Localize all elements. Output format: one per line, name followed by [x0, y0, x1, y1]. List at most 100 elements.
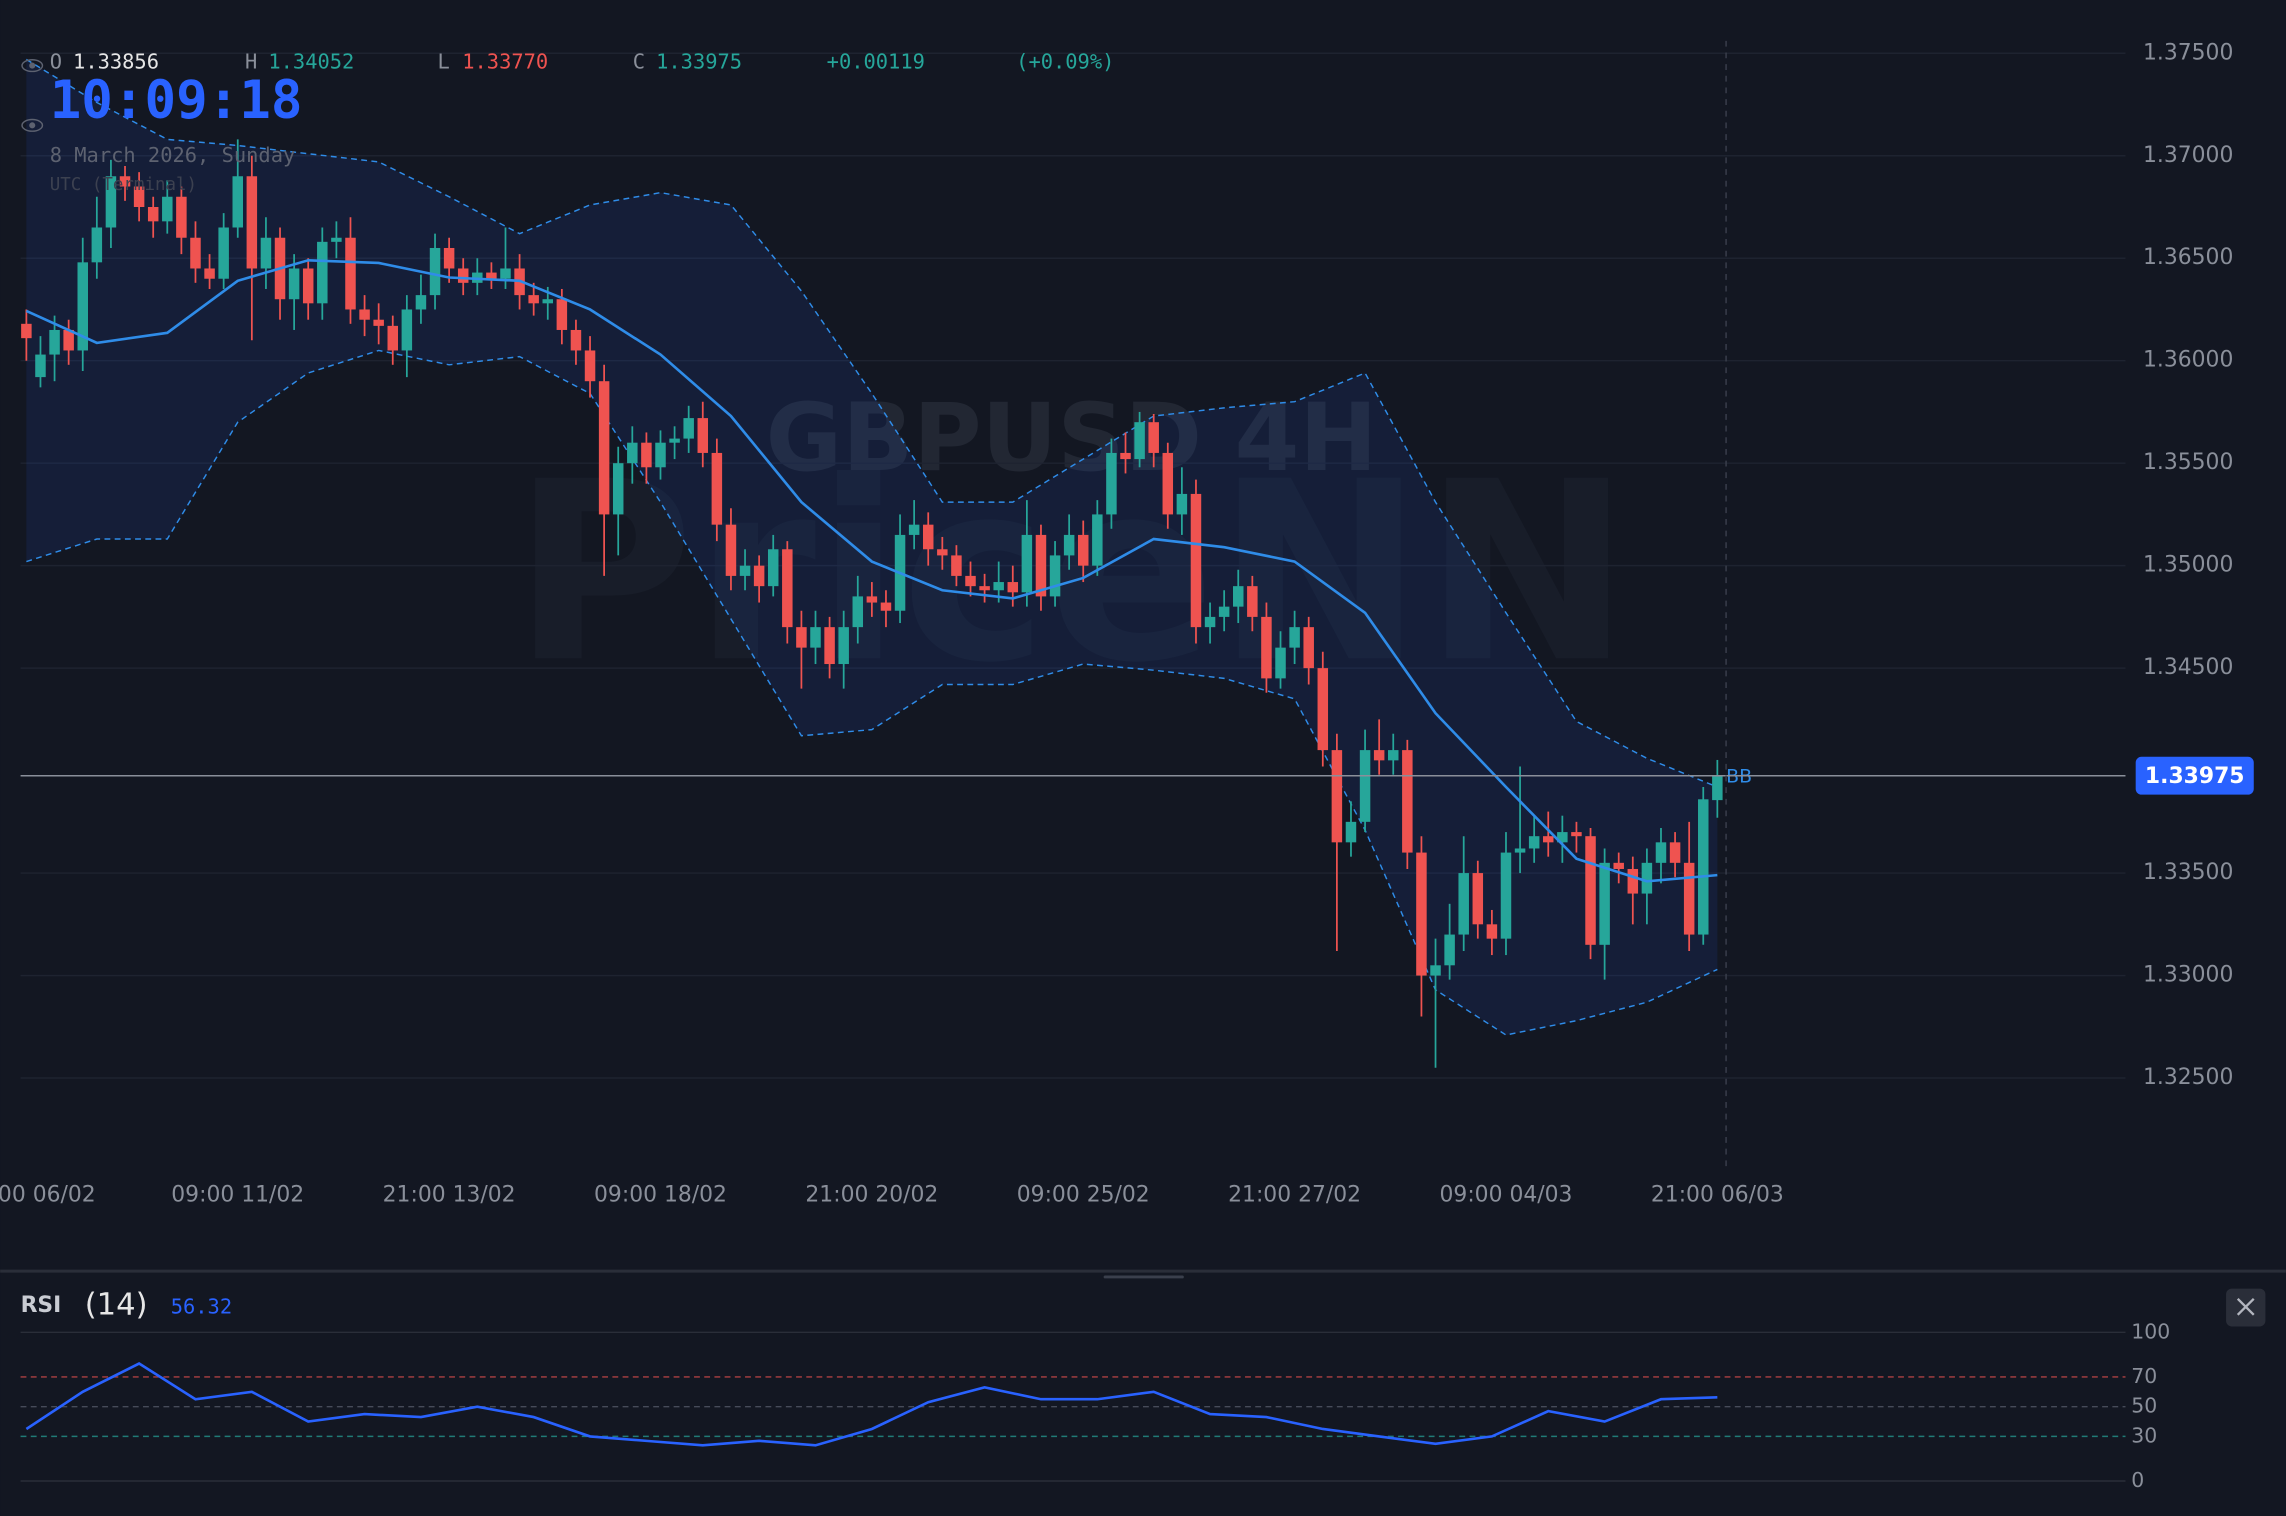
bb-legend: BB [1726, 766, 1752, 788]
x-tick-label: 09:00 25/02 [1017, 1182, 1150, 1207]
candle-body [1402, 750, 1413, 853]
candle-body [1275, 647, 1286, 679]
candle-body [190, 237, 201, 269]
x-tick-label: 00 06/02 [0, 1182, 96, 1207]
candle-body [1106, 452, 1117, 515]
candle-body [908, 524, 920, 535]
x-tick-label: 09:00 18/02 [594, 1182, 727, 1207]
candle-body [739, 565, 751, 576]
candle-body [1683, 862, 1695, 935]
close-value: 1.33975 [656, 50, 742, 74]
candle-body [302, 268, 314, 304]
candle-body [1585, 836, 1596, 945]
candle-body [204, 268, 215, 279]
main-pane: 1.37500 1.37000 1.36500 1.36000 1.35500 1.350… [0, 40, 2254, 1207]
clock-date: 8 March 2026, Sunday [50, 143, 296, 167]
y-tick-label: 1.33000 [2143, 963, 2233, 988]
change-pct: (+0.09%) [1016, 50, 1114, 74]
candle-body [35, 354, 46, 378]
x-tick-label: 09:00 04/03 [1440, 1182, 1573, 1207]
eye-icon[interactable] [21, 118, 44, 132]
candle-body [218, 227, 229, 279]
candle-body [1331, 750, 1343, 843]
candle-body [1317, 668, 1329, 751]
y-tick-label: 1.37000 [2143, 143, 2233, 168]
high-value: 1.34052 [268, 50, 354, 74]
candle-body [1289, 627, 1300, 648]
candle-body [162, 196, 173, 222]
candle-body [683, 418, 694, 439]
candle-body [1655, 842, 1667, 863]
x-tick-label: 09:00 11/02 [171, 1182, 304, 1207]
candle-body [1035, 534, 1047, 597]
candle-body [1232, 586, 1244, 607]
candle-body [359, 309, 370, 320]
candle-body [331, 237, 342, 242]
candle-body [810, 627, 821, 648]
candle-body [1007, 582, 1019, 593]
candle-body [147, 206, 159, 222]
candle-body [1698, 799, 1709, 935]
clock-timezone: UTC (Terminal) [50, 175, 197, 195]
resize-handle[interactable] [1103, 1275, 1184, 1279]
candle-body [1712, 775, 1723, 801]
candle-body [246, 176, 258, 269]
bb-basis [25, 258, 1718, 883]
candle-body [1373, 750, 1385, 761]
candle-body [796, 627, 807, 648]
candle-body [63, 329, 74, 351]
candle-body [753, 565, 765, 587]
candle-body [1514, 848, 1526, 853]
candle-body [993, 582, 1004, 591]
candle-body [1063, 534, 1075, 556]
y-tick-label: 1.33500 [2143, 860, 2233, 885]
candle-body [852, 596, 864, 628]
candle-body [782, 549, 793, 628]
candle-body [880, 602, 892, 611]
candle-body [1458, 873, 1469, 935]
candle-body [91, 227, 103, 263]
eye-icon[interactable] [21, 59, 44, 73]
candle-body [1528, 836, 1540, 849]
candle-body [415, 295, 427, 310]
y-tick-label: 30 [2131, 1423, 2157, 1447]
y-tick-label: 100 [2131, 1319, 2170, 1343]
candle-body [1190, 493, 1202, 628]
candle-body [1557, 832, 1568, 843]
candle-body [711, 452, 723, 525]
candle-body [21, 323, 32, 339]
low-label: L [437, 50, 449, 74]
candle-body [655, 442, 666, 468]
close-button[interactable] [2226, 1288, 2266, 1327]
candle-body [401, 309, 413, 351]
y-tick-label: 1.34500 [2143, 655, 2233, 680]
candle-body [1134, 422, 1145, 460]
candle-body [570, 329, 582, 351]
candle-body [725, 524, 737, 576]
candle-body [119, 176, 131, 187]
candle-body [1669, 842, 1681, 863]
x-tick-label: 21:00 27/02 [1228, 1182, 1361, 1207]
candle-body [260, 237, 272, 269]
x-tick-label: 21:00 06/03 [1651, 1182, 1784, 1207]
candle-body [1500, 852, 1512, 939]
candle-body [965, 575, 976, 587]
candle-body [1359, 750, 1371, 822]
open-value: 1.33856 [73, 50, 159, 74]
candle-body [866, 596, 878, 603]
candle-body [1120, 452, 1131, 460]
candle-body [584, 350, 596, 382]
last-price-box [2135, 756, 2254, 795]
candle-body [598, 381, 610, 515]
high-label: H [245, 50, 257, 74]
candle-body [373, 319, 384, 326]
candle-body [1303, 627, 1314, 669]
candle-body [641, 442, 652, 468]
candle-body [105, 176, 117, 228]
candle-body [500, 268, 511, 279]
clock-time: 10:09:18 [50, 70, 303, 131]
candle-body [669, 438, 680, 443]
candle-body [937, 549, 948, 556]
